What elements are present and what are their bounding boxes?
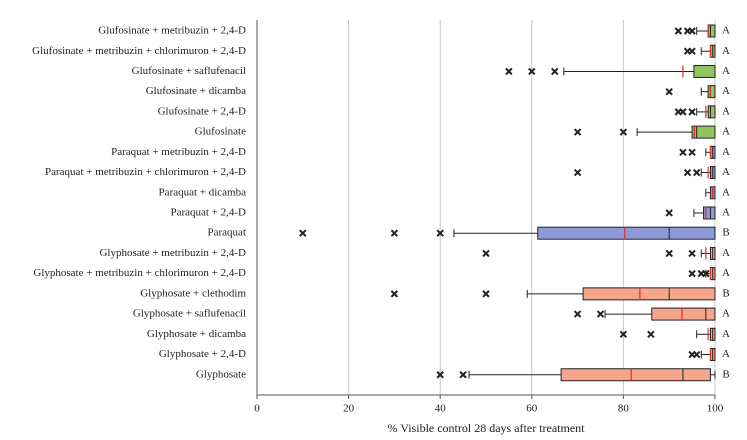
box [537,226,716,240]
y-tick-label: Glufosinate + metribuzin + chlorimuron +… [32,45,246,57]
outlier [390,229,399,237]
outlier [482,290,490,298]
group-letter: A [722,328,730,340]
box [707,24,716,38]
outlier [550,67,559,76]
group-letter: A [722,207,730,219]
outlier [688,108,696,116]
box [707,85,716,99]
outlier [688,249,696,258]
outlier [692,350,701,359]
outlier [573,168,582,177]
outlier [688,148,696,157]
outlier [436,229,444,237]
x-tick-label: 60 [526,403,538,415]
y-tick-label: Paraquat + dicamba [159,186,247,198]
y-tick-label: Glyphosate + clethodim [140,287,246,299]
outlier [688,47,696,55]
y-tick-label: Glufosinate + 2,4-D [158,105,246,117]
outlier [528,67,536,76]
group-letter: A [722,308,730,320]
box [691,125,716,139]
outlier [436,371,444,379]
outlier [390,290,399,298]
outlier [482,249,490,258]
group-letter: A [722,25,730,37]
outlier [573,310,582,318]
x-tick-label: 20 [343,403,355,415]
y-tick-label: Glufosinate + dicamba [146,85,246,97]
group-letter: A [722,247,730,259]
y-tick-label: Glufosinate + saflufenacil [132,65,246,77]
box [693,64,716,78]
outlier [619,330,628,339]
outlier [665,209,673,217]
group-letter: A [722,186,730,198]
y-tick-label: Paraquat + 2,4-D [170,207,246,219]
outlier [647,330,655,339]
x-tick-label: 100 [707,403,724,415]
group-letter: A [722,85,730,97]
outlier [596,310,605,318]
y-tick-label: Paraquat [208,227,246,239]
outlier [665,249,673,258]
group-letter: A [722,45,730,57]
y-tick-label: Paraquat + metribuzin + chlorimuron + 2,… [45,166,246,178]
y-tick-label: Paraquat + metribuzin + 2,4-D [111,146,246,158]
x-tick-label: 0 [254,403,260,415]
outlier [674,27,683,35]
outlier [679,148,687,157]
x-tick-label: 80 [618,403,630,415]
group-letter: A [722,166,730,178]
outlier [573,128,582,136]
y-tick-label: Glyphosate + 2,4-D [159,348,246,360]
outlier [688,27,696,35]
outlier [619,128,628,136]
outlier [299,229,307,237]
outlier [459,371,467,379]
y-tick-label: Glyphosate [196,368,246,380]
group-letter: B [722,368,729,380]
y-tick-label: Glyphosate + dicamba [147,328,246,340]
group-letter: A [722,105,730,117]
outlier [683,168,692,177]
outlier [679,108,687,116]
outlier [702,269,710,278]
outlier [665,87,673,96]
group-letter: A [722,348,730,360]
box [707,105,716,119]
outlier [505,67,513,76]
box [703,206,716,220]
group-letter: A [722,126,730,138]
group-letter: B [722,227,729,239]
group-letter: A [722,267,730,279]
group-letter: A [722,65,730,77]
x-tick-label: 40 [435,403,447,415]
y-tick-label: Glufosinate + metribuzin + 2,4-D [98,25,246,37]
outlier [692,168,701,177]
group-letter: A [722,146,730,158]
box [560,368,711,382]
box [582,287,716,301]
y-tick-label: Glufosinate [195,126,246,138]
group-letter: B [722,287,729,299]
box [651,307,716,321]
y-tick-label: Glyphosate + saflufenacil [133,308,246,320]
y-tick-label: Glyphosate + metribuzin + chlorimuron + … [33,267,246,279]
y-tick-label: Glyphosate + metribuzin + 2,4-D [99,247,246,259]
x-axis-label: % Visible control 28 days after treatmen… [388,421,586,435]
outlier [688,269,696,278]
